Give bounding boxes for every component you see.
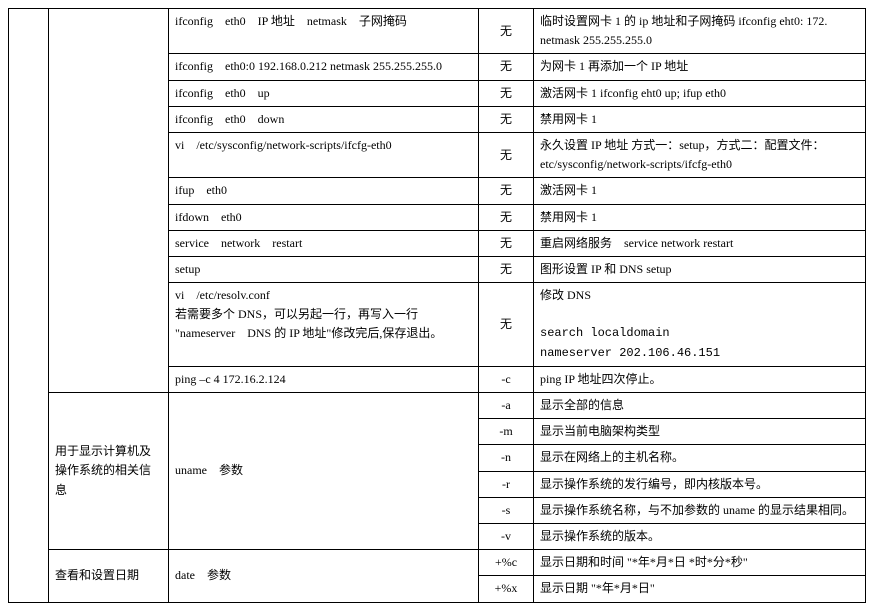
command-cell: service network restart bbox=[169, 230, 479, 256]
desc-cell: 激活网卡 1 bbox=[534, 178, 866, 204]
command-cell: ifconfig eth0 down bbox=[169, 106, 479, 132]
desc-cell: 为网卡 1 再添加一个 IP 地址 bbox=[534, 54, 866, 80]
desc-cell: 显示日期 "*年*月*日" bbox=[534, 576, 866, 602]
desc-cell: 显示操作系统的发行编号，即内核版本号。 bbox=[534, 471, 866, 497]
param-cell: 无 bbox=[479, 132, 534, 177]
param-cell: 无 bbox=[479, 106, 534, 132]
param-cell: 无 bbox=[479, 230, 534, 256]
param-cell: +%c bbox=[479, 550, 534, 576]
section-label: 查看和设置日期 bbox=[49, 550, 169, 602]
command-cell: vi /etc/resolv.conf若需要多个 DNS，可以另起一行，再写入一… bbox=[169, 283, 479, 367]
desc-cell: 永久设置 IP 地址 方式一：setup，方式二：配置文件：etc/syscon… bbox=[534, 132, 866, 177]
col1-blank bbox=[9, 9, 49, 603]
desc-cell: 显示在网络上的主机名称。 bbox=[534, 445, 866, 471]
command-cell: ifconfig eth0:0 192.168.0.212 netmask 25… bbox=[169, 54, 479, 80]
command-cell: uname 参数 bbox=[169, 393, 479, 550]
param-cell: 无 bbox=[479, 178, 534, 204]
param-cell: -m bbox=[479, 419, 534, 445]
desc-cell: 禁用网卡 1 bbox=[534, 204, 866, 230]
desc-cell: 禁用网卡 1 bbox=[534, 106, 866, 132]
command-reference-table: ifconfig eth0 IP 地址 netmask 子网掩码无临时设置网卡 … bbox=[8, 8, 866, 603]
command-cell: ifup eth0 bbox=[169, 178, 479, 204]
command-cell: setup bbox=[169, 256, 479, 282]
command-cell: ifconfig eth0 IP 地址 netmask 子网掩码 bbox=[169, 9, 479, 54]
param-cell: 无 bbox=[479, 204, 534, 230]
table-row: 用于显示计算机及操作系统的相关信息uname 参数-a显示全部的信息 bbox=[9, 393, 866, 419]
param-cell: 无 bbox=[479, 9, 534, 54]
param-cell: -s bbox=[479, 497, 534, 523]
desc-cell: 修改 DNS search localdomainnameserver 202.… bbox=[534, 283, 866, 367]
col2-blank bbox=[49, 9, 169, 393]
param-cell: +%x bbox=[479, 576, 534, 602]
command-cell: ping –c 4 172.16.2.124 bbox=[169, 366, 479, 392]
param-cell: -v bbox=[479, 523, 534, 549]
desc-cell: 显示操作系统的版本。 bbox=[534, 523, 866, 549]
table-row: 查看和设置日期date 参数+%c显示日期和时间 "*年*月*日 *时*分*秒" bbox=[9, 550, 866, 576]
param-cell: 无 bbox=[479, 54, 534, 80]
param-cell: -r bbox=[479, 471, 534, 497]
param-cell: 无 bbox=[479, 80, 534, 106]
param-cell: -a bbox=[479, 393, 534, 419]
command-cell: vi /etc/sysconfig/network-scripts/ifcfg-… bbox=[169, 132, 479, 177]
desc-cell: 重启网络服务 service network restart bbox=[534, 230, 866, 256]
desc-cell: 显示全部的信息 bbox=[534, 393, 866, 419]
param-cell: 无 bbox=[479, 256, 534, 282]
desc-cell: 临时设置网卡 1 的 ip 地址和子网掩码 ifconfig eht0: 172… bbox=[534, 9, 866, 54]
param-cell: -n bbox=[479, 445, 534, 471]
command-cell: ifdown eth0 bbox=[169, 204, 479, 230]
desc-cell: 显示日期和时间 "*年*月*日 *时*分*秒" bbox=[534, 550, 866, 576]
command-cell: ifconfig eth0 up bbox=[169, 80, 479, 106]
desc-cell: 图形设置 IP 和 DNS setup bbox=[534, 256, 866, 282]
table-row: ifconfig eth0 IP 地址 netmask 子网掩码无临时设置网卡 … bbox=[9, 9, 866, 54]
section-label: 用于显示计算机及操作系统的相关信息 bbox=[49, 393, 169, 550]
desc-cell: 激活网卡 1 ifconfig eht0 up; ifup eth0 bbox=[534, 80, 866, 106]
desc-cell: 显示当前电脑架构类型 bbox=[534, 419, 866, 445]
command-cell: date 参数 bbox=[169, 550, 479, 602]
desc-cell: ping IP 地址四次停止。 bbox=[534, 366, 866, 392]
desc-cell: 显示操作系统名称，与不加参数的 uname 的显示结果相同。 bbox=[534, 497, 866, 523]
param-cell: -c bbox=[479, 366, 534, 392]
param-cell: 无 bbox=[479, 283, 534, 367]
